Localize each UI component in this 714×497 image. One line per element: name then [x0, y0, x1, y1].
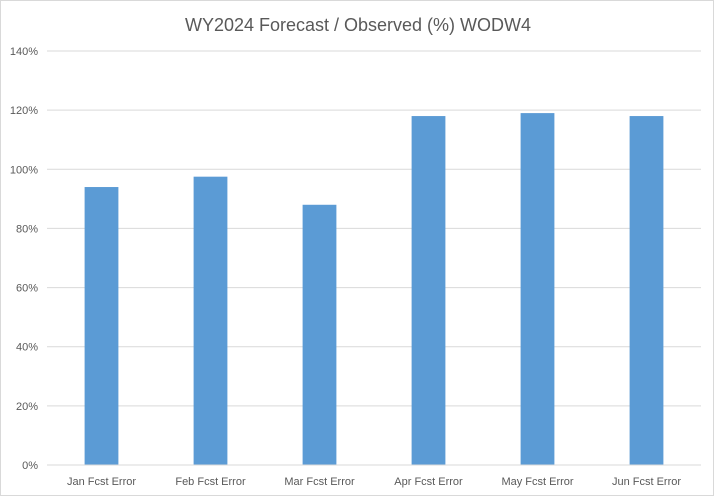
bar [193, 176, 228, 465]
y-tick-label: 80% [16, 223, 38, 235]
y-tick-label: 40% [16, 342, 38, 354]
bar [629, 116, 664, 466]
y-tick-label: 20% [16, 401, 38, 413]
bar [84, 187, 119, 465]
x-tick-label: Feb Fcst Error [175, 476, 246, 488]
y-tick-label: 120% [10, 105, 38, 117]
y-tick-label: 0% [22, 460, 38, 472]
x-tick-label: Mar Fcst Error [284, 476, 355, 488]
x-tick-label: May Fcst Error [501, 476, 573, 488]
chart-title: WY2024 Forecast / Observed (%) WODW4 [184, 15, 532, 35]
y-tick-label: 100% [10, 164, 38, 176]
x-tick-label: Apr Fcst Error [394, 476, 463, 488]
bar [302, 204, 337, 465]
x-tick-label: Jun Fcst Error [612, 476, 681, 488]
bar [520, 113, 555, 465]
y-tick-label: 60% [16, 283, 38, 295]
x-tick-label: Jan Fcst Error [67, 476, 136, 488]
bar [411, 116, 446, 466]
y-tick-label: 140% [10, 46, 38, 58]
